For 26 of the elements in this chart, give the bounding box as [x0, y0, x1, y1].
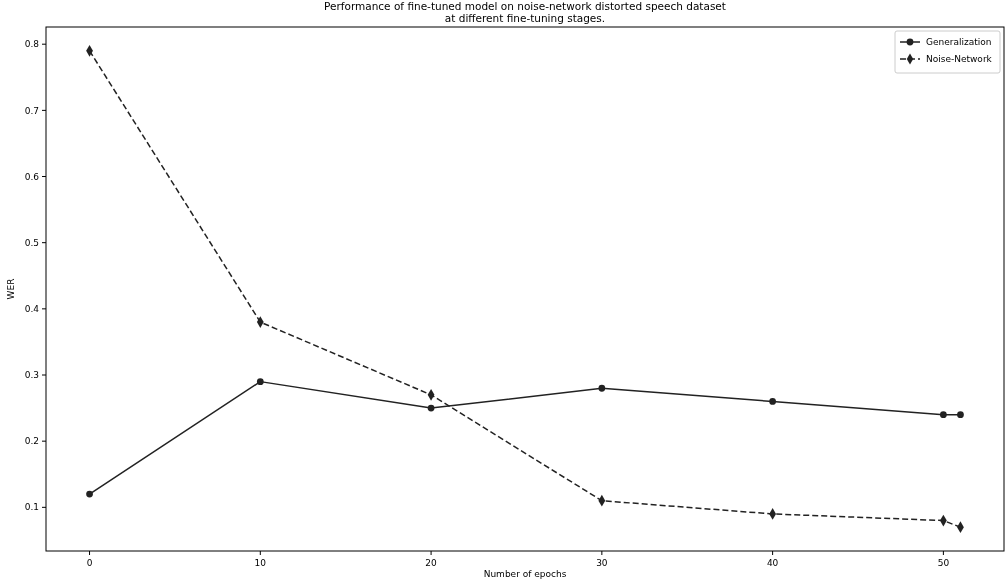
y-axis-title: WER — [6, 278, 16, 300]
chart-title: Performance of fine-tuned model on noise-network distorted speech dataset at different fine-tuning stages. — [324, 0, 726, 24]
x-tick-label: 20 — [425, 558, 438, 568]
point — [86, 490, 93, 498]
x-axis-title: Number of epochs — [483, 569, 567, 579]
x-tick-label: 50 — [937, 558, 950, 568]
legend-label: Noise-Network — [926, 54, 993, 65]
y-tick-label: 0.8 — [24, 39, 40, 50]
y-tick-label: 0.7 — [24, 105, 39, 116]
point — [939, 411, 947, 419]
point — [427, 404, 435, 412]
x-tick-label: 30 — [596, 558, 608, 568]
x-tick-label: 0 — [86, 558, 93, 568]
point — [256, 378, 264, 385]
y-tick-label: 0.4 — [24, 304, 40, 314]
x-tick-label: 40 — [766, 558, 779, 568]
y-tick-label: 0.3 — [24, 370, 39, 381]
point — [598, 384, 606, 392]
y-tick-label: 0.2 — [24, 436, 39, 447]
point — [957, 411, 964, 419]
legend-label: Generalization — [926, 37, 992, 48]
y-tick-label: 0.1 — [24, 502, 39, 513]
y-tick-label: 0.6 — [24, 171, 40, 182]
x-tick-label: 10 — [254, 558, 267, 568]
point — [769, 398, 776, 405]
y-tick-label: 0.5 — [24, 237, 39, 248]
